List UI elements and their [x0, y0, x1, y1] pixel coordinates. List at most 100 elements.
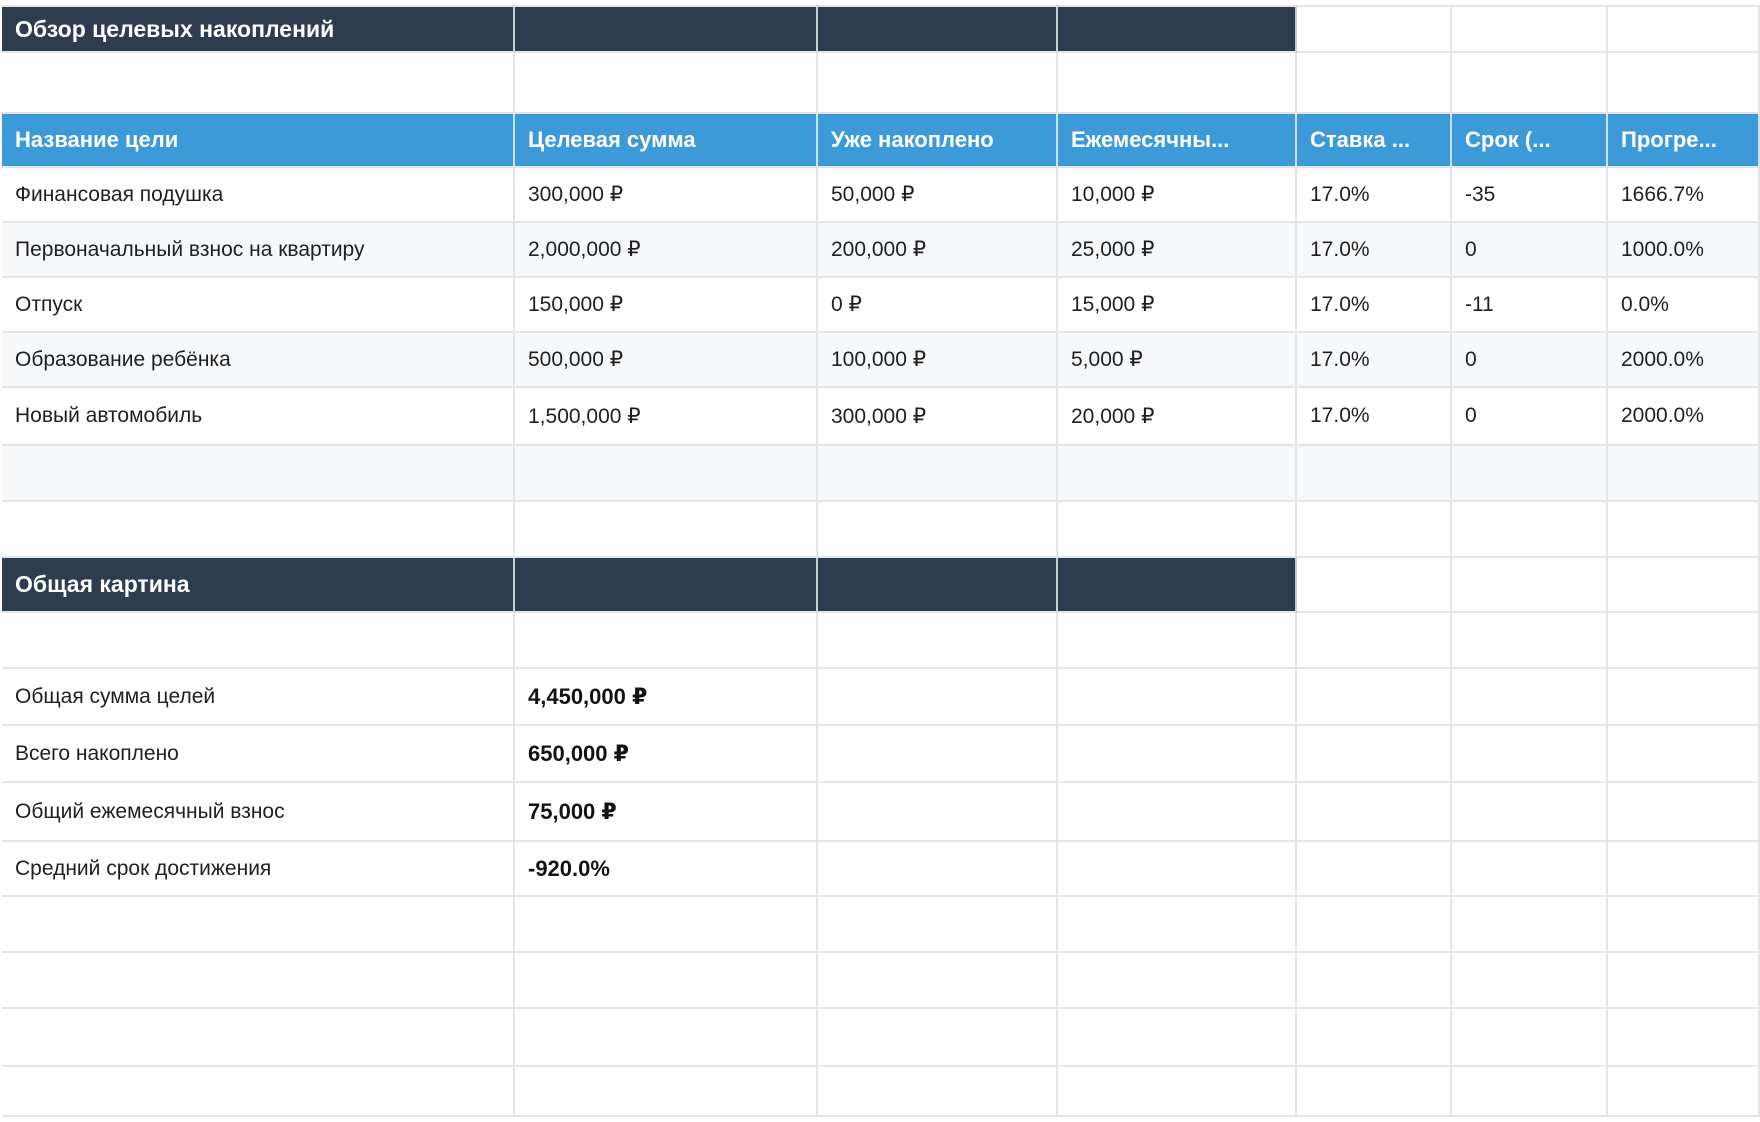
- dark-banner-cell[interactable]: [1058, 558, 1297, 613]
- summary-label-cell[interactable]: Общий ежемесячный взнос: [2, 783, 515, 842]
- goal-name-cell[interactable]: Отпуск: [2, 278, 515, 333]
- empty-cell[interactable]: [1297, 53, 1452, 114]
- monthly-contribution-cell[interactable]: 15,000 ₽: [1058, 278, 1297, 333]
- empty-cell[interactable]: [2, 953, 515, 1009]
- section-overall-title-cell[interactable]: Общая картина: [2, 558, 515, 613]
- empty-cell[interactable]: [1297, 669, 1452, 726]
- empty-cell[interactable]: [1297, 783, 1452, 842]
- empty-cell[interactable]: [818, 669, 1058, 726]
- empty-cell[interactable]: [515, 446, 818, 502]
- term-cell[interactable]: 0: [1452, 388, 1608, 446]
- empty-cell[interactable]: [1297, 5, 1452, 53]
- empty-cell[interactable]: [1297, 842, 1452, 897]
- empty-cell[interactable]: [1608, 1009, 1760, 1067]
- empty-cell[interactable]: [1608, 953, 1760, 1009]
- target-amount-cell[interactable]: 500,000 ₽: [515, 333, 818, 388]
- header-term[interactable]: Срок (...: [1452, 114, 1608, 168]
- saved-amount-cell[interactable]: 300,000 ₽: [818, 388, 1058, 446]
- target-amount-cell[interactable]: 2,000,000 ₽: [515, 223, 818, 278]
- empty-cell[interactable]: [1452, 5, 1608, 53]
- empty-cell[interactable]: [1297, 897, 1452, 953]
- empty-cell[interactable]: [1608, 502, 1760, 558]
- empty-cell[interactable]: [1608, 897, 1760, 953]
- monthly-contribution-cell[interactable]: 10,000 ₽: [1058, 168, 1297, 223]
- empty-cell[interactable]: [1058, 53, 1297, 114]
- empty-cell[interactable]: [818, 1009, 1058, 1067]
- empty-cell[interactable]: [1058, 726, 1297, 783]
- monthly-contribution-cell[interactable]: 25,000 ₽: [1058, 223, 1297, 278]
- empty-cell[interactable]: [1608, 558, 1760, 613]
- dark-banner-cell[interactable]: [1058, 5, 1297, 53]
- rate-cell[interactable]: 17.0%: [1297, 388, 1452, 446]
- empty-cell[interactable]: [1608, 53, 1760, 114]
- empty-cell[interactable]: [1058, 446, 1297, 502]
- empty-cell[interactable]: [2, 502, 515, 558]
- empty-cell[interactable]: [818, 502, 1058, 558]
- empty-cell[interactable]: [818, 783, 1058, 842]
- empty-cell[interactable]: [1058, 1009, 1297, 1067]
- goal-name-cell[interactable]: Финансовая подушка: [2, 168, 515, 223]
- progress-cell[interactable]: 2000.0%: [1608, 333, 1760, 388]
- empty-cell[interactable]: [1297, 726, 1452, 783]
- header-already-saved[interactable]: Уже накоплено: [818, 114, 1058, 168]
- empty-cell[interactable]: [1297, 613, 1452, 669]
- empty-cell[interactable]: [1608, 669, 1760, 726]
- summary-value-cell[interactable]: -920.0%: [515, 842, 818, 897]
- goal-name-cell[interactable]: Образование ребёнка: [2, 333, 515, 388]
- summary-value-cell[interactable]: 650,000 ₽: [515, 726, 818, 783]
- empty-cell[interactable]: [1452, 783, 1608, 842]
- term-cell[interactable]: 0: [1452, 223, 1608, 278]
- summary-value-cell[interactable]: 4,450,000 ₽: [515, 669, 818, 726]
- empty-cell[interactable]: [2, 1009, 515, 1067]
- empty-cell[interactable]: [1452, 669, 1608, 726]
- empty-cell[interactable]: [1452, 613, 1608, 669]
- empty-cell[interactable]: [515, 1009, 818, 1067]
- target-amount-cell[interactable]: 300,000 ₽: [515, 168, 818, 223]
- section-overview-title-cell[interactable]: Обзор целевых накоплений: [2, 5, 515, 53]
- goal-name-cell[interactable]: Первоначальный взнос на квартиру: [2, 223, 515, 278]
- empty-cell[interactable]: [2, 446, 515, 502]
- empty-cell[interactable]: [2, 613, 515, 669]
- summary-value-cell[interactable]: 75,000 ₽: [515, 783, 818, 842]
- rate-cell[interactable]: 17.0%: [1297, 168, 1452, 223]
- empty-cell[interactable]: [1297, 502, 1452, 558]
- rate-cell[interactable]: 17.0%: [1297, 333, 1452, 388]
- monthly-contribution-cell[interactable]: 20,000 ₽: [1058, 388, 1297, 446]
- header-target-amount[interactable]: Целевая сумма: [515, 114, 818, 168]
- empty-cell[interactable]: [1297, 1009, 1452, 1067]
- empty-cell[interactable]: [818, 953, 1058, 1009]
- target-amount-cell[interactable]: 1,500,000 ₽: [515, 388, 818, 446]
- saved-amount-cell[interactable]: 50,000 ₽: [818, 168, 1058, 223]
- saved-amount-cell[interactable]: 200,000 ₽: [818, 223, 1058, 278]
- empty-cell[interactable]: [1608, 842, 1760, 897]
- empty-cell[interactable]: [2, 53, 515, 114]
- header-monthly-contribution[interactable]: Ежемесячны...: [1058, 114, 1297, 168]
- term-cell[interactable]: -11: [1452, 278, 1608, 333]
- header-progress[interactable]: Прогре...: [1608, 114, 1760, 168]
- empty-cell[interactable]: [1452, 558, 1608, 613]
- empty-cell[interactable]: [1058, 953, 1297, 1009]
- empty-cell[interactable]: [818, 726, 1058, 783]
- empty-cell[interactable]: [1452, 502, 1608, 558]
- progress-cell[interactable]: 2000.0%: [1608, 388, 1760, 446]
- empty-cell[interactable]: [1058, 502, 1297, 558]
- empty-cell[interactable]: [818, 613, 1058, 669]
- empty-cell[interactable]: [1608, 783, 1760, 842]
- term-cell[interactable]: -35: [1452, 168, 1608, 223]
- empty-cell[interactable]: [1452, 726, 1608, 783]
- empty-cell[interactable]: [1058, 897, 1297, 953]
- empty-cell[interactable]: [818, 897, 1058, 953]
- empty-cell[interactable]: [1452, 53, 1608, 114]
- empty-cell[interactable]: [818, 842, 1058, 897]
- progress-cell[interactable]: 1666.7%: [1608, 168, 1760, 223]
- empty-cell[interactable]: [1452, 1009, 1608, 1067]
- empty-cell[interactable]: [2, 897, 515, 953]
- empty-cell[interactable]: [1452, 446, 1608, 502]
- empty-cell[interactable]: [1452, 1067, 1608, 1117]
- header-rate[interactable]: Ставка ...: [1297, 114, 1452, 168]
- empty-cell[interactable]: [1297, 446, 1452, 502]
- empty-cell[interactable]: [2, 1067, 515, 1117]
- empty-cell[interactable]: [1608, 446, 1760, 502]
- empty-cell[interactable]: [818, 446, 1058, 502]
- empty-cell[interactable]: [1058, 613, 1297, 669]
